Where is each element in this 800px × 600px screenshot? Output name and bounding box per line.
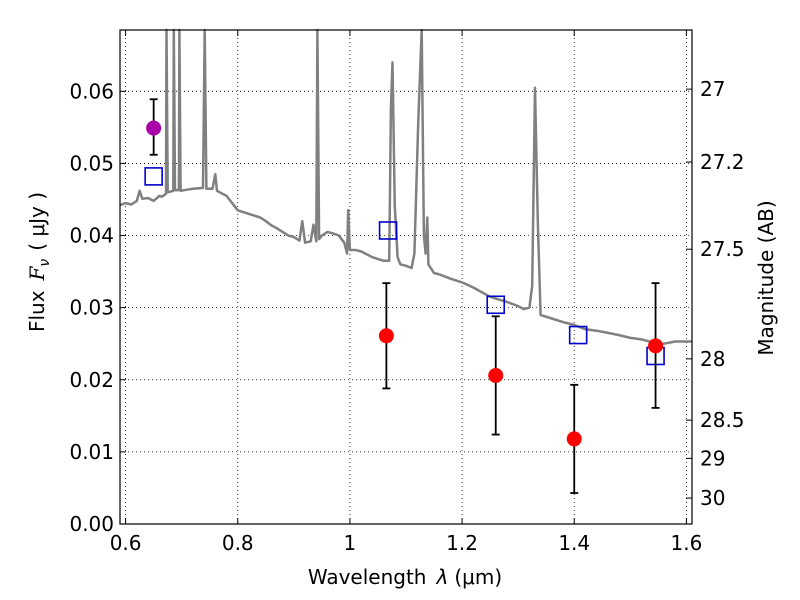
y2-tick-label: 27 [700,77,725,101]
observed-point [648,338,664,354]
y-axis-title-unit: ( μJy ) [25,192,49,251]
x-tick-label: 1.2 [446,531,478,555]
spectrum-layer [119,28,692,345]
y-axis-title-math: F [25,265,49,281]
y2-axis-title: Magnitude (AB) [754,200,778,355]
y2-tick-label: 27.2 [700,150,745,174]
observed-point [566,431,582,447]
spectrum-line [119,28,692,345]
x-tick-label: 1.4 [558,531,590,555]
observed-point [488,367,504,383]
y-tick-label: 0.04 [69,224,114,248]
y-tick-label: 0.05 [69,151,114,175]
x-tick-label: 0.8 [222,531,254,555]
observed-point [146,120,162,136]
observed-photometry-layer [146,98,664,494]
y2-tick-label: 27.5 [700,237,745,261]
y-tick-label: 0.02 [69,368,114,392]
model-point [568,325,588,345]
x-axis-title-unit: (μm) [454,565,502,589]
y2-tick-label: 28 [700,347,725,371]
x-tick-label: 1.6 [670,531,702,555]
x-axis-title: Wavelength λ (μm) [308,565,502,589]
y2-tick-label: 30 [700,486,725,510]
y-tick-label: 0.00 [69,512,114,536]
model-point [486,295,506,315]
y-tick-label: 0.03 [69,296,114,320]
x-tick-label: 0.6 [110,531,142,555]
model-point [378,221,398,240]
x-axis-title-math: λ [436,565,449,589]
observed-point [378,328,394,344]
y-tick-label: 0.01 [69,440,114,464]
x-axis-title-text: Wavelength [308,565,427,589]
y-tick-label: 0.06 [69,79,114,103]
y-axis-title: Flux Fν ( μJy ) [25,192,53,332]
y2-tick-label: 29 [700,446,725,470]
y-axis-title-sub: ν [37,259,53,267]
plot-frame [119,29,693,525]
x-tick-label: 1 [344,531,357,555]
y2-tick-label: 28.5 [700,408,745,432]
tick-layer: 0.6 0.8 1 1.2 1.4 1.6 0.00 0.01 0.02 0.03 0.04 0.05… [69,30,745,555]
y-axis-title-text: Flux [25,290,49,332]
model-point [144,167,163,186]
